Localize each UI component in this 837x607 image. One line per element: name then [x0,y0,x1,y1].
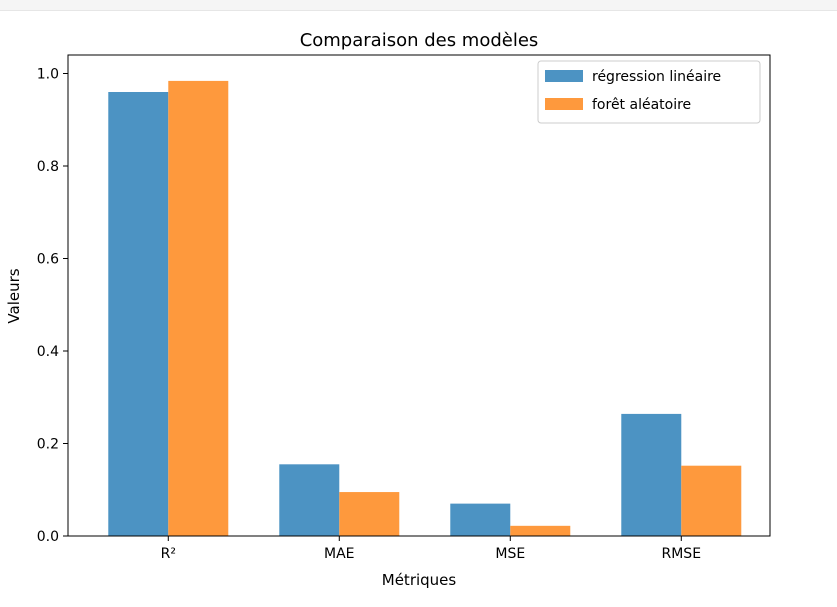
bar-regression-lineaire-3 [621,413,682,536]
x-tick-label: R² [161,546,176,562]
legend-label-foret-aleatoire: forêt aléatoire [592,97,691,113]
x-tick-label: MSE [495,546,525,562]
y-tick-label: 1.0 [37,67,59,83]
y-tick-label: 0.8 [37,159,59,175]
bar-foret-aleatoire-0 [168,80,229,537]
x-tick-label: MAE [324,546,355,562]
y-tick-label: 0.2 [37,437,59,453]
plot-frame [67,54,771,537]
bar-regression-lineaire-1 [279,464,340,536]
bar-foret-aleatoire-3 [681,465,742,536]
bar-regression-lineaire-2 [450,503,511,536]
bars-layer [108,80,742,537]
legend-label-regression-lineaire: régression linéaire [592,69,721,85]
x-axis: R² MAE MSE RMSE [161,536,701,562]
bar-regression-lineaire-0 [108,92,169,536]
x-axis-title: Métriques [382,571,457,589]
legend-frame [537,60,761,124]
y-tick-label: 0.4 [37,344,59,360]
x-tick-label: RMSE [662,546,702,562]
legend: régression linéaire forêt aléatoire [537,60,761,124]
chart-title: Comparaison des modèles [300,30,539,51]
bar-foret-aleatoire-1 [339,492,400,536]
legend-swatch-foret-aleatoire [545,98,583,110]
bar-foret-aleatoire-2 [510,525,571,536]
y-axis: 0.0 0.2 0.4 0.6 0.8 1.0 [37,67,68,545]
output-cell-top-strip [0,0,837,11]
y-axis-title: Valeurs [5,268,23,323]
y-tick-label: 0.6 [37,252,59,268]
y-tick-label: 0.0 [37,529,59,545]
legend-swatch-regression-lineaire [545,70,583,82]
